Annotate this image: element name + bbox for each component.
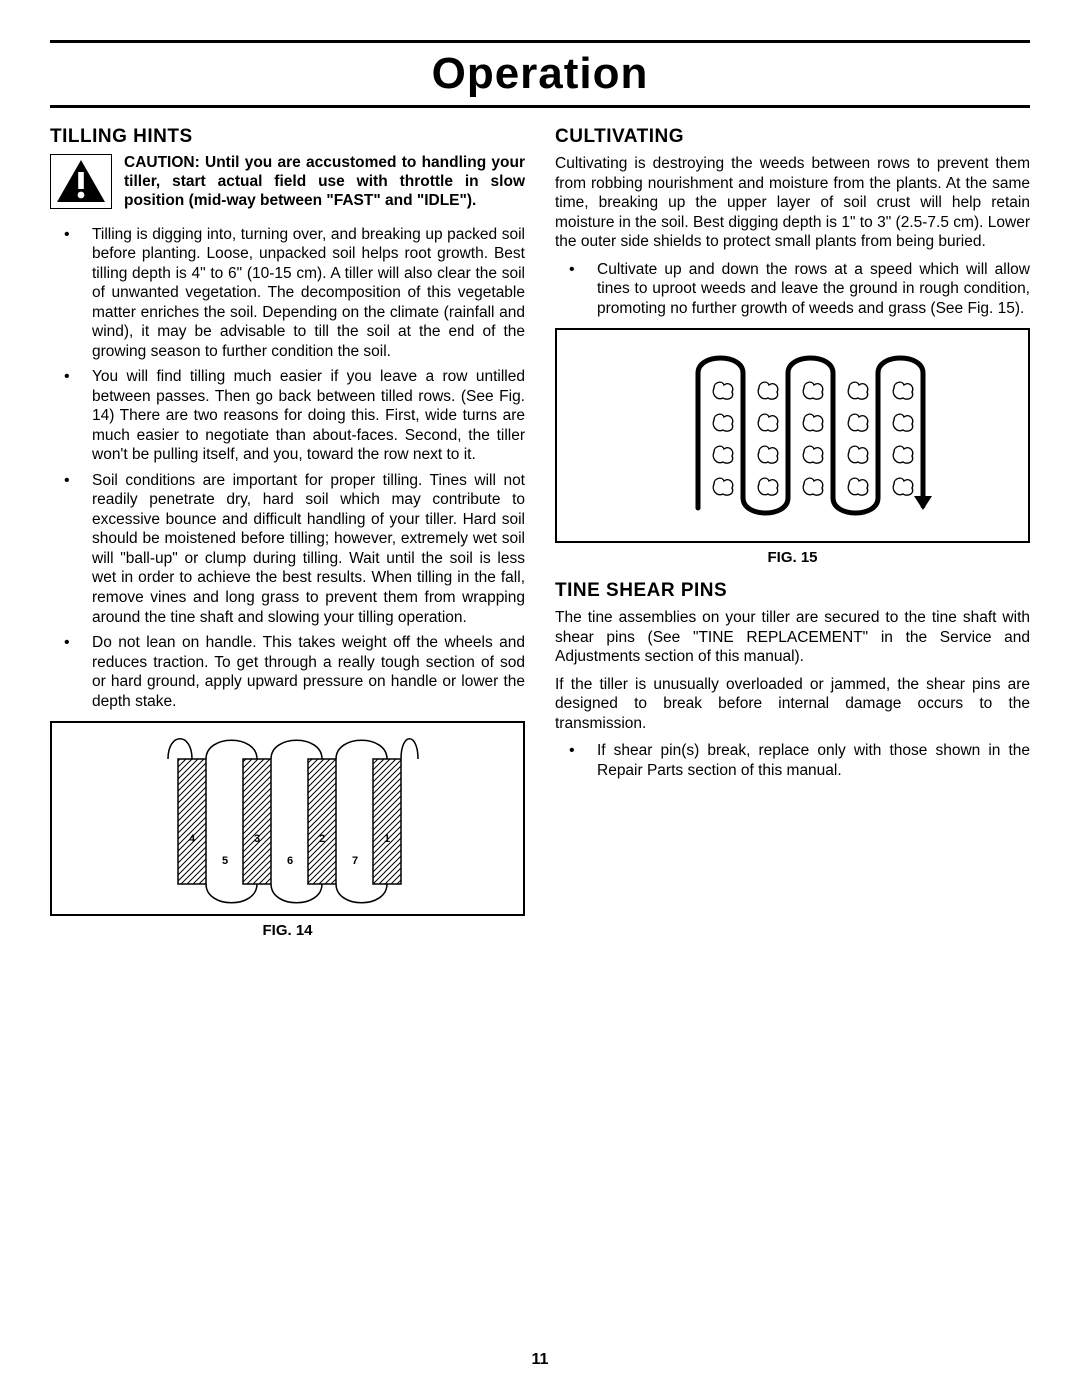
fig14-caption: FIG. 14 xyxy=(50,922,525,939)
svg-text:7: 7 xyxy=(351,855,357,867)
fig14-diagram: 4 3 2 1 5 6 7 xyxy=(73,734,503,904)
page-number: 11 xyxy=(0,1351,1080,1369)
right-column: CULTIVATING Cultivating is destroying th… xyxy=(555,126,1030,953)
svg-text:6: 6 xyxy=(286,855,292,867)
svg-text:4: 4 xyxy=(188,833,195,845)
fig15-caption: FIG. 15 xyxy=(555,549,1030,566)
tilling-bullet: Do not lean on handle. This takes weight… xyxy=(50,633,525,711)
tine-shear-heading: TINE SHEAR PINS xyxy=(555,580,1030,602)
tilling-bullet: Tilling is digging into, turning over, a… xyxy=(50,225,525,362)
left-column: TILLING HINTS CAUTION: Until you are acc… xyxy=(50,126,525,953)
cultivating-bullets: Cultivate up and down the rows at a spee… xyxy=(555,260,1030,319)
caution-box: CAUTION: Until you are accustomed to han… xyxy=(50,154,525,211)
cultivating-heading: CULTIVATING xyxy=(555,126,1030,148)
svg-text:3: 3 xyxy=(253,833,259,845)
title-rule-top xyxy=(50,40,1030,43)
cultivating-intro: Cultivating is destroying the weeds betw… xyxy=(555,154,1030,252)
svg-text:1: 1 xyxy=(383,833,389,845)
tilling-bullet: Soil conditions are important for proper… xyxy=(50,471,525,627)
fig14-frame: 4 3 2 1 5 6 7 xyxy=(50,721,525,916)
page-title: Operation xyxy=(50,45,1030,101)
fig15-diagram xyxy=(578,338,1008,533)
shear-p1: The tine assemblies on your tiller are s… xyxy=(555,608,1030,667)
caution-text: CAUTION: Until you are accustomed to han… xyxy=(124,154,525,211)
cultivating-bullet: Cultivate up and down the rows at a spee… xyxy=(555,260,1030,319)
tilling-bullets: Tilling is digging into, turning over, a… xyxy=(50,225,525,711)
warning-triangle-icon xyxy=(50,154,112,209)
shear-p2: If the tiller is unusually overloaded or… xyxy=(555,675,1030,734)
shear-bullet: If shear pin(s) break, replace only with… xyxy=(555,741,1030,780)
two-column-layout: TILLING HINTS CAUTION: Until you are acc… xyxy=(50,126,1030,953)
svg-text:2: 2 xyxy=(318,833,324,845)
title-rule-bottom xyxy=(50,105,1030,108)
tilling-bullet: You will find tilling much easier if you… xyxy=(50,367,525,465)
tilling-hints-heading: TILLING HINTS xyxy=(50,126,525,148)
svg-text:5: 5 xyxy=(221,855,227,867)
fig15-frame xyxy=(555,328,1030,543)
shear-bullets: If shear pin(s) break, replace only with… xyxy=(555,741,1030,780)
